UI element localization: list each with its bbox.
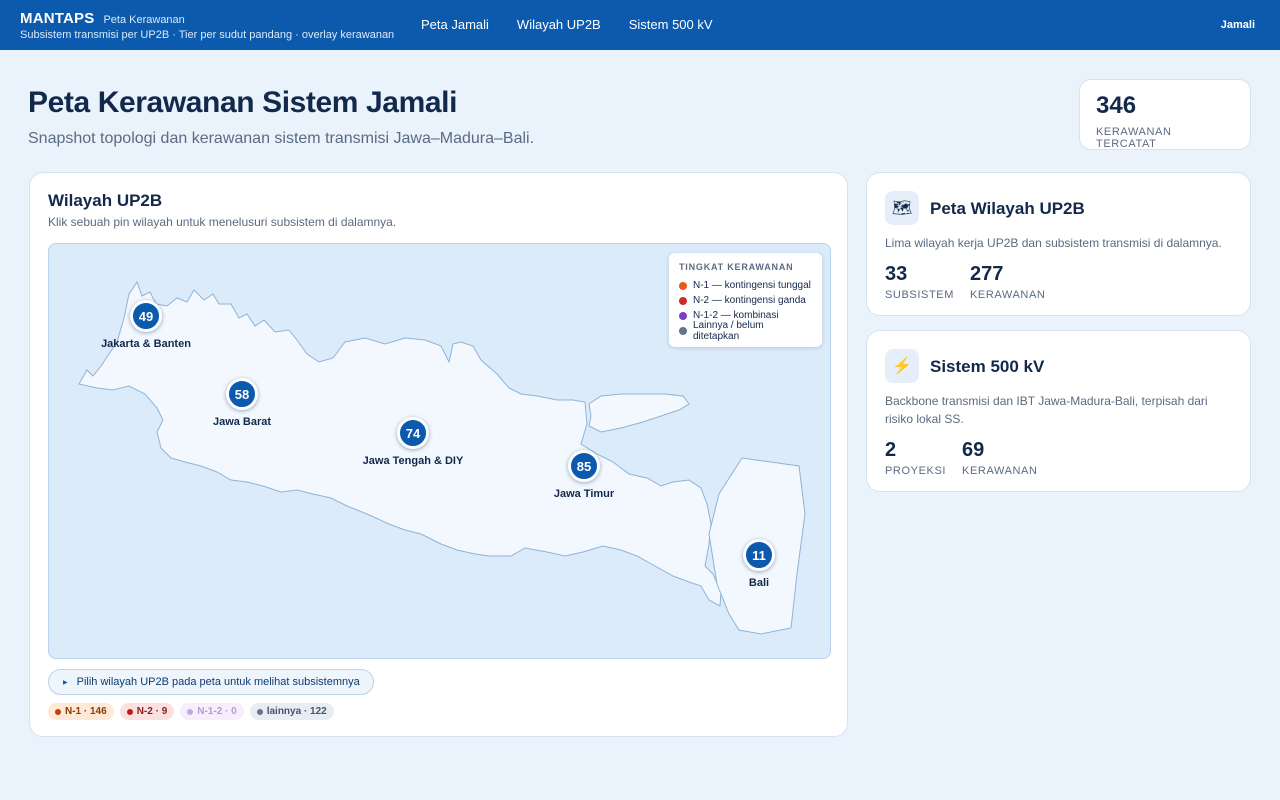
legend-label-n1: N-1 — kontingensi tunggal	[693, 280, 811, 291]
main-nav: Peta Jamali Wilayah UP2B Sistem 500 kV	[421, 17, 713, 32]
legend-dot-n12	[679, 311, 687, 320]
total-vulnerability-label: KERAWANAN TERCATAT	[1096, 126, 1172, 150]
500kv-card-title: Sistem 500 kV	[930, 357, 1045, 376]
chip-label-n2: N-2 · 9	[136, 706, 168, 717]
stat-subsystem-value: 33	[885, 263, 908, 285]
map-icon: 🗺	[885, 191, 919, 225]
region-label-jawa-timur[interactable]: Jawa Timur	[553, 488, 615, 500]
region-label-bali[interactable]: Bali	[748, 577, 770, 589]
page-title: Peta Kerawanan Sistem Jamali	[28, 86, 458, 119]
region-label-jawa-barat[interactable]: Jawa Barat	[212, 416, 272, 428]
lightning-icon: ⚡	[885, 349, 919, 383]
region-map-card: Wilayah UP2B Klik sebuah pin wilayah unt…	[29, 172, 848, 737]
region-pin-jawa-tengah-diy[interactable]: 74	[397, 417, 429, 449]
legend-item-n12: N-1-2 — kombinasi	[679, 308, 812, 323]
stat-projection: 2 PROYEKSI	[885, 439, 946, 477]
system-500kv-card[interactable]: ⚡ Sistem 500 kV Backbone transmisi dan I…	[866, 330, 1251, 492]
map-card-title: Wilayah UP2B	[48, 191, 163, 210]
java-island-shape	[78, 280, 722, 607]
stat-vulnerability-label: KERAWANAN	[969, 289, 1046, 301]
region-label-jakarta-banten[interactable]: Jakarta & Banten	[101, 338, 191, 350]
legend-dot-n2	[679, 296, 687, 305]
page-subtitle: Snapshot topologi dan kerawanan sistem t…	[28, 130, 535, 147]
region-pin-jakarta-banten[interactable]: 49	[130, 300, 162, 332]
chip-label-other: lainnya · 122	[266, 706, 327, 717]
region-pin-jawa-barat[interactable]: 58	[226, 378, 258, 410]
chip-label-n12: N-1-2 · 0	[197, 706, 237, 717]
chip-n1[interactable]: N-1 · 146	[48, 703, 114, 720]
brand[interactable]: MANTAPS Peta Kerawanan Subsistem transmi…	[20, 10, 394, 41]
legend-label-n2: N-2 — kontingensi ganda	[693, 295, 806, 306]
legend-item-n2: N-2 — kontingensi ganda	[679, 293, 812, 308]
app-tagline: Peta Kerawanan	[103, 14, 185, 26]
nav-wilayah-up2b[interactable]: Wilayah UP2B	[516, 17, 601, 32]
stat-500kv-vulnerability-label: KERAWANAN	[962, 465, 1038, 477]
chip-dot-n2	[126, 708, 133, 715]
legend-dot-other	[679, 326, 687, 335]
region-label-jawa-tengah-diy[interactable]: Jawa Tengah & DIY	[362, 455, 464, 467]
region-pin-jawa-timur[interactable]: 85	[568, 450, 600, 482]
stat-500kv-vulnerability: 69 KERAWANAN	[962, 439, 1037, 477]
legend-label-n12: N-1-2 — kombinasi	[693, 310, 779, 321]
stat-vulnerability: 277 KERAWANAN	[970, 263, 1045, 301]
nav-peta-jamali[interactable]: Peta Jamali	[421, 17, 489, 32]
top-navigation-bar: MANTAPS Peta Kerawanan Subsistem transmi…	[0, 0, 1280, 50]
chip-n12[interactable]: N-1-2 · 0	[180, 703, 244, 720]
chip-n2[interactable]: N-2 · 9	[119, 703, 175, 720]
madura-island-shape	[588, 393, 690, 433]
chip-dot-other	[256, 708, 263, 715]
stat-projection-label: PROYEKSI	[885, 465, 947, 477]
chip-other[interactable]: lainnya · 122	[249, 703, 334, 720]
legend-title: TINGKAT KERAWANAN	[679, 262, 794, 272]
stat-projection-value: 2	[885, 439, 897, 461]
caret-right-icon: ▶	[63, 679, 68, 686]
region-map[interactable]: TINGKAT KERAWANAN N-1 — kontingensi tung…	[48, 243, 831, 659]
vulnerability-summary-chips: N-1 · 146 N-2 · 9 N-1-2 · 0 lainnya · 12…	[48, 703, 334, 720]
select-region-hint-text: Pilih wilayah UP2B pada peta untuk melih…	[76, 676, 360, 688]
map-card-description: Klik sebuah pin wilayah untuk menelusuri…	[48, 215, 397, 229]
stat-subsystem: 33 SUBSISTEM	[885, 263, 954, 301]
nav-sistem-500kv[interactable]: Sistem 500 kV	[628, 17, 713, 32]
up2b-region-map-card[interactable]: 🗺 Peta Wilayah UP2B Lima wilayah kerja U…	[866, 172, 1251, 316]
region-pin-bali[interactable]: 11	[743, 539, 775, 571]
stat-500kv-vulnerability-value: 69	[962, 439, 985, 461]
vulnerability-legend: TINGKAT KERAWANAN N-1 — kontingensi tung…	[669, 253, 822, 347]
stat-vulnerability-value: 277	[969, 263, 1004, 285]
legend-item-n1: N-1 — kontingensi tunggal	[679, 278, 812, 293]
500kv-card-stats: 2 PROYEKSI 69 KERAWANAN	[885, 439, 1038, 477]
select-region-hint[interactable]: ▶ Pilih wilayah UP2B pada peta untuk mel…	[48, 669, 374, 695]
500kv-card-description: Backbone transmisi dan IBT Jawa-Madura-B…	[885, 394, 1208, 426]
scope-indicator[interactable]: Jamali	[1220, 19, 1255, 31]
legend-item-other: Lainnya / belum ditetapkan	[679, 320, 812, 342]
chip-dot-n1	[55, 708, 61, 715]
legend-dot-n1	[679, 281, 687, 290]
up2b-card-stats: 33 SUBSISTEM 277 KERAWANAN	[885, 263, 1045, 301]
app-subtitle: Subsistem transmisi per UP2B · Tier per …	[20, 29, 395, 41]
app-name: MANTAPS	[20, 10, 95, 27]
legend-label-other: Lainnya / belum ditetapkan	[693, 319, 764, 342]
total-vulnerability-card: 346 KERAWANAN TERCATAT	[1079, 79, 1251, 150]
chip-dot-n12	[187, 708, 194, 715]
total-vulnerability-value: 346	[1096, 92, 1137, 119]
chip-label-n1: N-1 · 146	[65, 706, 107, 717]
stat-subsystem-label: SUBSISTEM	[885, 289, 954, 301]
up2b-card-title: Peta Wilayah UP2B	[930, 199, 1085, 218]
up2b-card-description: Lima wilayah kerja UP2B dan subsistem tr…	[885, 236, 1222, 250]
